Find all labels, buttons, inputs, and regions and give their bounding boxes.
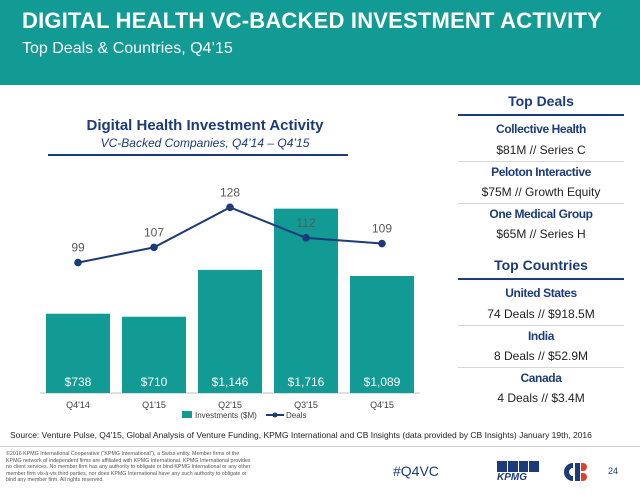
page-title: DIGITAL HEALTH VC-BACKED INVESTMENT ACTI… [22,8,602,33]
deals-label-4: 112 [296,216,315,230]
deal-detail-1: $81M // Series C [496,143,586,157]
bar-label-4: $1,716 [288,375,325,389]
country-detail-2: 8 Deals // $52.9M [493,349,589,363]
bar-label-5: $1,089 [364,375,401,389]
top-countries-divider [458,278,624,280]
top-deals-divider [458,114,624,116]
country-detail-3: 4 Deals // $3.4M [497,391,585,405]
deals-point-1 [74,258,82,267]
country-detail-1: 74 Deals // $918.5M [487,307,595,321]
bar-1 [46,313,110,393]
deals-point-3 [226,203,234,212]
bar-2 [122,316,186,393]
x-tick-label-5: Q4'15 [370,400,394,410]
country-name-3: Canada [458,367,624,388]
country-name-2: India [458,325,624,346]
investment-chart: $738 $710 $1,146 $1,716 $1,089 Q4'14 Q1'15 Q2'1… [40,185,420,420]
legend-marker-deals [272,412,278,418]
legal-disclaimer: ©2016 KPMG International Cooperative (“K… [6,451,251,484]
bar-label-3: $1,146 [212,375,249,389]
deals-point-2 [150,243,158,252]
chart-subtitle: VC-Backed Companies, Q4’14 – Q4’15 [100,136,310,150]
deals-label-5: 109 [372,222,392,236]
kpmg-logo-text: KPMG [497,472,527,483]
bar-3 [198,269,262,393]
x-tick-label-1: Q4'14 [66,400,90,410]
top-deals-panel: Top Deals Collective Health $81M // Seri… [458,90,624,245]
deal-detail-2: $75M // Growth Equity [481,185,601,199]
header-banner: DIGITAL HEALTH VC-BACKED INVESTMENT ACTI… [0,0,640,85]
deal-name-1: Collective Health [496,122,586,136]
hashtag: #Q4VC [393,463,439,479]
legend-label-deals: Deals [286,411,306,420]
deal-name-2: Peloton Interactive [458,161,624,182]
cb-insights-logo [564,463,587,481]
legend-swatch-investments [182,411,192,418]
top-countries-panel: Top Countries United States 74 Deals // … [458,254,624,409]
deals-label-3: 128 [220,185,240,199]
x-tick-label-3: Q2'15 [218,400,242,410]
source-note: Source: Venture Pulse, Q4'15, Global Ana… [10,430,592,440]
deal-name-3: One Medical Group [458,203,624,224]
bar-label-1: $738 [65,375,92,389]
top-deals-heading: Top Deals [508,93,574,109]
deals-label-1: 99 [71,241,85,255]
chart-title-divider [48,154,348,156]
deals-point-4 [302,234,310,242]
x-tick-label-4: Q3'15 [294,400,318,410]
chart-title: Digital Health Investment Activity [86,117,324,134]
legend-label-investments: Investments ($M) [195,411,257,420]
page-subtitle: Top Deals & Countries, Q4’15 [22,40,233,57]
x-tick-label-2: Q1'15 [142,400,166,410]
top-countries-heading: Top Countries [494,257,588,273]
country-name-1: United States [505,286,577,300]
footer-divider [0,446,640,447]
deal-detail-3: $65M // Series H [496,227,586,241]
deals-point-5 [378,239,386,248]
kpmg-logo: KPMG [497,461,539,483]
bar-5 [350,276,414,393]
bar-label-2: $710 [141,375,168,389]
deals-label-2: 107 [144,225,164,239]
page-number: 24 [608,466,619,476]
